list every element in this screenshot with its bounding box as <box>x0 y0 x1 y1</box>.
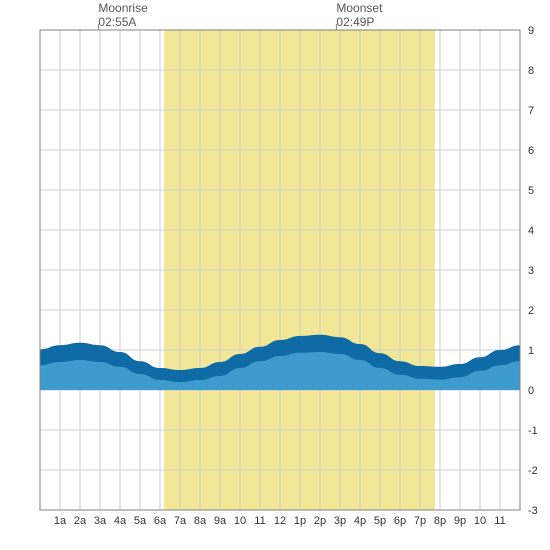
y-tick-label: 0 <box>528 385 534 397</box>
x-tick-label: 12 <box>274 515 286 527</box>
x-tick-label: 1p <box>294 515 306 527</box>
y-tick-label: -1 <box>528 425 538 437</box>
x-tick-label: 3a <box>94 515 107 527</box>
x-tick-label: 6a <box>154 515 167 527</box>
y-tick-label: 7 <box>528 105 534 117</box>
y-tick-label: -3 <box>528 505 538 517</box>
x-tick-label: 5p <box>374 515 386 527</box>
x-tick-label: 2a <box>74 515 87 527</box>
chart-svg: 1a2a3a4a5a6a7a8a9a1011121p2p3p4p5p6p7p8p… <box>0 0 550 550</box>
x-tick-label: 11 <box>254 515 265 527</box>
y-tick-label: 8 <box>528 65 534 77</box>
x-tick-label: 7p <box>414 515 426 527</box>
y-tick-label: 1 <box>528 345 534 357</box>
y-tick-label: 9 <box>528 25 534 37</box>
x-tick-label: 9a <box>214 515 227 527</box>
x-tick-label: 6p <box>394 515 406 527</box>
y-tick-label: 6 <box>528 145 534 157</box>
tide-moon-chart: { "chart": { "type": "area", "width": 55… <box>0 0 550 550</box>
y-tick-label: 4 <box>528 225 534 237</box>
y-tick-label: 3 <box>528 265 534 277</box>
x-tick-label: 8a <box>194 515 207 527</box>
x-tick-label: 8p <box>434 515 446 527</box>
x-tick-label: 10 <box>234 515 246 527</box>
x-tick-label: 7a <box>174 515 187 527</box>
y-tick-label: -2 <box>528 465 538 477</box>
moonrise-time: 02:55A <box>98 15 136 29</box>
x-tick-label: 5a <box>134 515 147 527</box>
x-tick-label: 10 <box>474 515 486 527</box>
x-tick-label: 2p <box>314 515 326 527</box>
moonset-time: 02:49P <box>336 15 374 29</box>
y-tick-label: 2 <box>528 305 534 317</box>
moonset-title: Moonset <box>336 1 383 15</box>
x-tick-label: 1a <box>54 515 67 527</box>
y-tick-label: 5 <box>528 185 534 197</box>
x-tick-label: 4a <box>114 515 127 527</box>
x-tick-label: 11 <box>494 515 505 527</box>
x-tick-label: 9p <box>454 515 466 527</box>
x-tick-label: 3p <box>334 515 346 527</box>
x-tick-label: 4p <box>354 515 366 527</box>
moonrise-title: Moonrise <box>98 1 148 15</box>
